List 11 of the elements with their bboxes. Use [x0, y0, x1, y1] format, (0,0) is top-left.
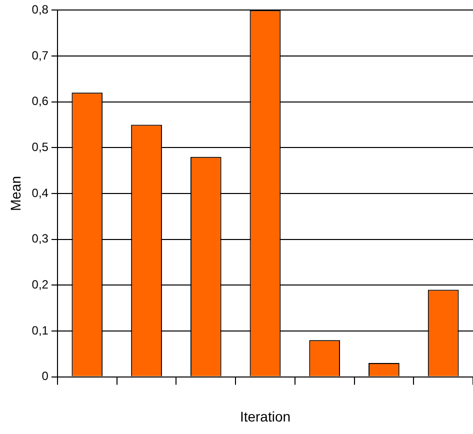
- y-axis-title: Mean: [7, 176, 24, 212]
- y-tick-label: 0,5: [32, 140, 49, 154]
- y-tick-label: 0,3: [32, 232, 49, 246]
- y-tick-label: 0,6: [32, 94, 49, 108]
- x-axis-title: Iteration: [240, 408, 291, 424]
- y-tick-label: 0,7: [32, 48, 49, 62]
- y-tick-label: 0,4: [32, 186, 49, 200]
- y-tick-label: 0,8: [32, 2, 49, 17]
- y-tick-label: 0: [42, 369, 49, 384]
- y-tick-label: 0,1: [32, 323, 49, 338]
- y-tick-label: 0,2: [32, 277, 49, 292]
